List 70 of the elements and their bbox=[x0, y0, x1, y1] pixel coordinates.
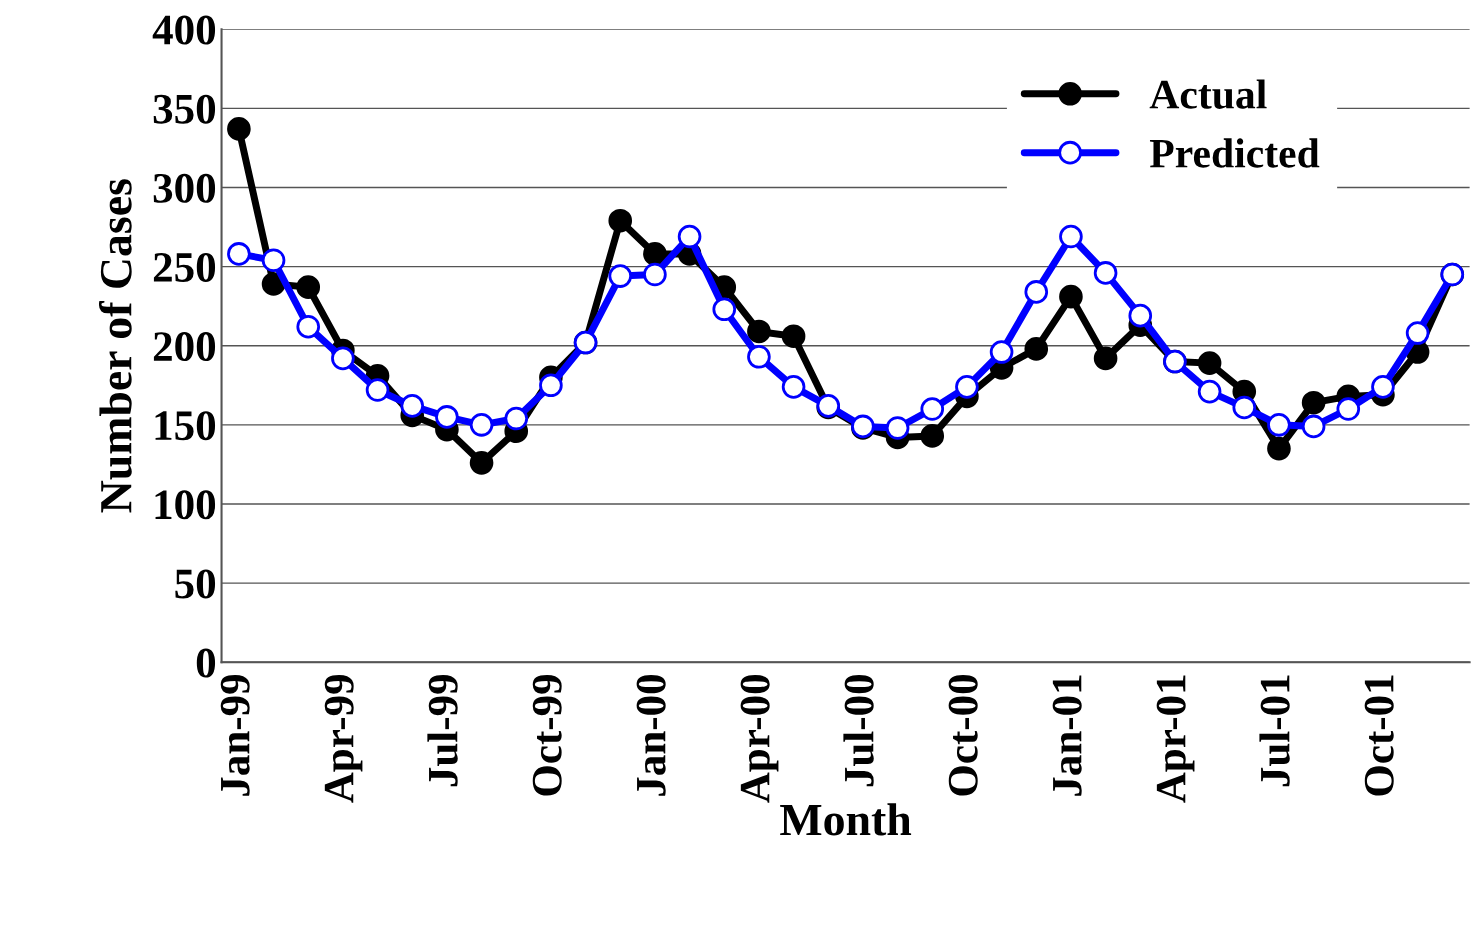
point bbox=[781, 324, 806, 349]
point bbox=[885, 416, 910, 440]
point bbox=[261, 248, 286, 273]
point bbox=[1024, 337, 1049, 361]
point bbox=[1232, 395, 1257, 420]
x-tick-label: Apr-99 bbox=[324, 674, 363, 803]
y-tick-label: 350 bbox=[153, 94, 216, 124]
point bbox=[400, 394, 425, 418]
y-tick-label: 50 bbox=[175, 569, 216, 599]
point bbox=[539, 373, 563, 398]
point bbox=[1197, 379, 1222, 404]
point bbox=[712, 297, 737, 322]
point bbox=[1405, 321, 1430, 345]
point bbox=[920, 397, 945, 421]
y-axis-title: Number of Cases bbox=[98, 179, 132, 513]
point bbox=[331, 346, 355, 371]
x-tick-label: Jul-01 bbox=[1259, 675, 1290, 787]
point bbox=[608, 208, 633, 233]
x-tick-label: Apr-01 bbox=[1156, 675, 1195, 803]
y-tick-label: 200 bbox=[153, 332, 216, 362]
point bbox=[469, 413, 494, 437]
point bbox=[469, 451, 494, 475]
x-tick-label: Jul-00 bbox=[843, 674, 874, 787]
point bbox=[1128, 303, 1153, 328]
point bbox=[227, 242, 251, 266]
point bbox=[1371, 375, 1395, 399]
legend-label: Predicted bbox=[1149, 138, 1320, 168]
point bbox=[1059, 284, 1083, 309]
x-tick-label: Jul-99 bbox=[427, 674, 458, 787]
x-tick-label: Jan-01 bbox=[1052, 675, 1082, 796]
point bbox=[1301, 390, 1326, 415]
y-tick-label: 300 bbox=[153, 173, 216, 203]
point bbox=[1059, 224, 1083, 249]
legend-label: Actual bbox=[1149, 79, 1267, 109]
point bbox=[504, 406, 529, 431]
x-tick-label: Oct-01 bbox=[1364, 675, 1394, 796]
point bbox=[1093, 261, 1118, 285]
point bbox=[920, 424, 945, 448]
y-tick-label: 150 bbox=[155, 411, 216, 441]
y-tick-label: 0 bbox=[196, 648, 216, 678]
x-tick-label: Jan-00 bbox=[636, 674, 666, 796]
point bbox=[1301, 414, 1326, 439]
point bbox=[296, 275, 321, 299]
x-tick-label: Oct-00 bbox=[948, 674, 978, 796]
point bbox=[608, 264, 633, 288]
point bbox=[365, 378, 390, 402]
point bbox=[1336, 397, 1361, 421]
point bbox=[227, 117, 251, 141]
point bbox=[643, 242, 667, 266]
point bbox=[955, 375, 979, 399]
point bbox=[643, 262, 667, 287]
y-tick-label: 100 bbox=[155, 490, 216, 520]
x-tick-label: Oct-99 bbox=[532, 674, 562, 796]
point bbox=[1197, 351, 1222, 375]
point bbox=[1267, 413, 1291, 437]
point bbox=[747, 319, 771, 344]
x-tick-label: Jan-99 bbox=[220, 674, 250, 796]
point bbox=[435, 405, 459, 429]
x-axis-title: Month bbox=[780, 803, 912, 836]
point bbox=[1267, 436, 1291, 461]
x-tick-label: Apr-00 bbox=[740, 674, 779, 803]
point bbox=[989, 340, 1014, 364]
point bbox=[296, 314, 321, 339]
y-tick-label: 250 bbox=[153, 252, 216, 282]
point bbox=[781, 375, 806, 399]
point bbox=[1024, 280, 1049, 304]
point bbox=[747, 344, 771, 369]
point bbox=[1093, 346, 1118, 371]
point bbox=[677, 224, 702, 249]
y-tick-label: 400 bbox=[152, 15, 216, 45]
